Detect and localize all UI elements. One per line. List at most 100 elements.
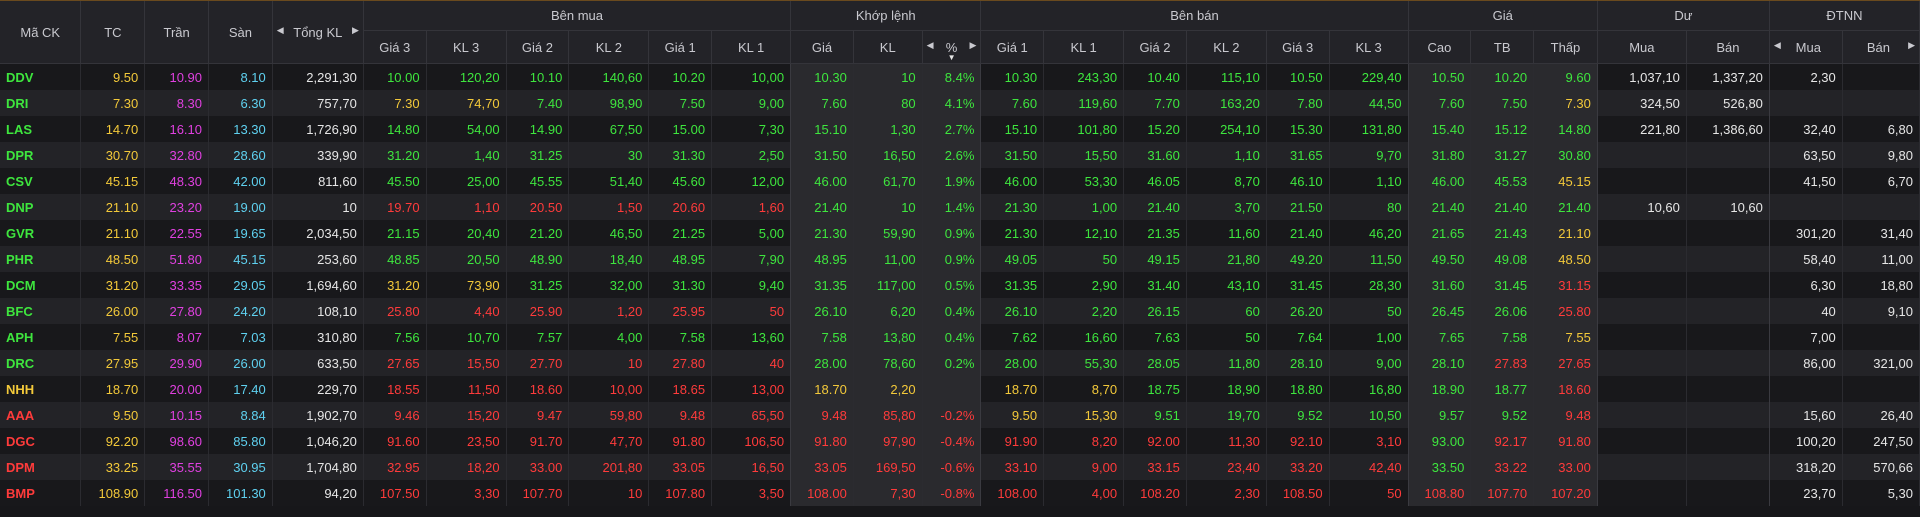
- ceil-price-cell: 33.35: [144, 272, 210, 298]
- col-header-bid-price-1[interactable]: Giá 1: [648, 30, 713, 64]
- ask-volume-cell: 16,80: [1329, 376, 1409, 402]
- col-header-bid-vol-1[interactable]: KL 1: [711, 30, 792, 64]
- ask-price-cell: 33.15: [1123, 454, 1187, 480]
- symbol-cell[interactable]: DCM: [0, 272, 82, 298]
- bid-volume-cell: 120,20: [426, 63, 507, 90]
- table-row[interactable]: GVR 21.10 22.55 19.65 2,034,50 21.15 20,40 21.2…: [0, 220, 1920, 246]
- match-change-pct-cell: -0.2%: [922, 402, 982, 428]
- table-row[interactable]: PHR 48.50 51.80 45.15 253,60 48.85 20,50 48.90 1…: [0, 246, 1920, 272]
- low-price-cell: 107.20: [1533, 480, 1598, 506]
- symbol-cell[interactable]: AAA: [0, 402, 82, 428]
- col-header-low[interactable]: Thấp: [1533, 30, 1598, 64]
- high-price-cell: 21.40: [1408, 194, 1472, 220]
- col-header-match-pct[interactable]: ◀ % ▼ ▶: [922, 30, 982, 64]
- symbol-cell[interactable]: PHR: [0, 246, 82, 272]
- bid-volume-cell: 9,00: [711, 90, 792, 116]
- symbol-cell[interactable]: DNP: [0, 194, 82, 220]
- col-header-ref[interactable]: TC: [80, 1, 146, 64]
- toggle-right-icon[interactable]: ▶: [969, 39, 977, 50]
- col-header-ask-vol-2[interactable]: KL 2: [1186, 30, 1267, 64]
- match-volume-cell: 7,30: [853, 480, 923, 506]
- col-header-remain-buy[interactable]: Mua: [1597, 30, 1687, 64]
- ask-volume-cell: 16,60: [1043, 324, 1125, 350]
- symbol-cell[interactable]: CSV: [0, 168, 82, 194]
- symbol-cell[interactable]: NHH: [0, 376, 82, 402]
- high-price-cell: 15.40: [1408, 116, 1472, 142]
- foreign-right-icon[interactable]: ▶: [1908, 39, 1915, 50]
- col-header-bid-price-3[interactable]: Giá 3: [363, 30, 427, 64]
- symbol-cell[interactable]: DPM: [0, 454, 82, 480]
- table-row[interactable]: DCM 31.20 33.35 29.05 1,694,60 31.20 73,90 31.2…: [0, 272, 1920, 298]
- table-row[interactable]: LAS 14.70 16.10 13.30 1,726,90 14.80 54,00 14.9…: [0, 116, 1920, 142]
- avg-price-cell: 45.53: [1470, 168, 1535, 194]
- ask-price-cell: 10.30: [980, 63, 1045, 90]
- symbol-cell[interactable]: LAS: [0, 116, 82, 142]
- col-header-remain-sell[interactable]: Bán: [1686, 30, 1770, 64]
- col-header-total-volume[interactable]: ◀ Tổng KL ▶: [272, 1, 364, 64]
- ask-price-cell: 46.10: [1266, 168, 1330, 194]
- total-volume-cell: 1,726,90: [272, 116, 364, 142]
- table-row[interactable]: DPM 33.25 35.55 30.95 1,704,80 32.95 18,20 33.0…: [0, 454, 1920, 480]
- col-header-foreign-sell[interactable]: Bán ▶: [1842, 30, 1920, 64]
- col-header-match-vol[interactable]: KL: [853, 30, 923, 64]
- bid-volume-cell: 10: [568, 350, 650, 376]
- col-header-ask-vol-3[interactable]: KL 3: [1329, 30, 1409, 64]
- table-row[interactable]: BMP 108.90 116.50 101.30 94,20 107.50 3,30 107.…: [0, 480, 1920, 506]
- col-header-avg[interactable]: TB: [1470, 30, 1535, 64]
- table-row[interactable]: AAA 9.50 10.15 8.84 1,902,70 9.46 15,20 9.47 59,…: [0, 402, 1920, 428]
- ask-price-cell: 33.10: [980, 454, 1045, 480]
- symbol-cell[interactable]: DPR: [0, 142, 82, 168]
- col-header-high[interactable]: Cao: [1408, 30, 1472, 64]
- table-row[interactable]: APH 7.55 8.07 7.03 310,80 7.56 10,70 7.57 4,00 7.…: [0, 324, 1920, 350]
- table-row[interactable]: DPR 30.70 32.80 28.60 339,90 31.20 1,40 31.25 30…: [0, 142, 1920, 168]
- table-row[interactable]: DDV 9.50 10.90 8.10 2,291,30 10.00 120,20 10.10…: [0, 63, 1920, 90]
- col-header-match-price[interactable]: Giá: [790, 30, 854, 64]
- symbol-cell[interactable]: DGC: [0, 428, 82, 454]
- remain-sell-cell: [1686, 168, 1770, 194]
- col-header-ask-vol-1[interactable]: KL 1: [1043, 30, 1125, 64]
- total-volume-cell: 108,10: [272, 298, 364, 324]
- symbol-cell[interactable]: DRI: [0, 90, 82, 116]
- symbol-cell[interactable]: DRC: [0, 350, 82, 376]
- scroll-right-icon[interactable]: ▶: [351, 24, 359, 35]
- bid-price-cell: 31.20: [363, 142, 427, 168]
- col-header-ask-price-2[interactable]: Giá 2: [1123, 30, 1187, 64]
- col-header-foreign-buy-label: Mua: [1795, 39, 1821, 55]
- foreign-left-icon[interactable]: ◀: [1773, 39, 1781, 50]
- ask-volume-cell: 80: [1329, 194, 1409, 220]
- symbol-cell[interactable]: GVR: [0, 220, 82, 246]
- low-price-cell: 18.60: [1533, 376, 1598, 402]
- match-change-pct-cell: -0.8%: [922, 480, 982, 506]
- high-price-cell: 9.57: [1408, 402, 1472, 428]
- col-header-floor[interactable]: Sàn: [208, 1, 273, 64]
- table-row[interactable]: DRI 7.30 8.30 6.30 757,70 7.30 74,70 7.40 98,90 7…: [0, 90, 1920, 116]
- table-row[interactable]: NHH 18.70 20.00 17.40 229,70 18.55 11,50 18.60 1…: [0, 376, 1920, 402]
- table-row[interactable]: BFC 26.00 27.80 24.20 108,10 25.80 4,40 25.90 1,…: [0, 298, 1920, 324]
- col-header-foreign-buy[interactable]: ◀ Mua: [1769, 30, 1843, 64]
- col-header-bid-vol-2[interactable]: KL 2: [568, 30, 650, 64]
- symbol-cell[interactable]: BMP: [0, 480, 82, 506]
- table-row[interactable]: DGC 92.20 98.60 85.80 1,046,20 91.60 23,50 91.7…: [0, 428, 1920, 454]
- ask-volume-cell: 21,80: [1186, 246, 1267, 272]
- ceil-price-cell: 20.00: [144, 376, 210, 402]
- table-row[interactable]: CSV 45.15 48.30 42.00 811,60 45.50 25,00 45.55 5…: [0, 168, 1920, 194]
- floor-price-cell: 6.30: [208, 90, 273, 116]
- col-header-symbol[interactable]: Mã CK: [0, 1, 82, 64]
- scroll-left-icon[interactable]: ◀: [276, 24, 284, 35]
- ask-volume-cell: 9,70: [1329, 142, 1409, 168]
- high-price-cell: 108.80: [1408, 480, 1472, 506]
- bid-price-cell: 31.20: [363, 272, 427, 298]
- symbol-cell[interactable]: BFC: [0, 298, 82, 324]
- col-header-bid-price-2[interactable]: Giá 2: [506, 30, 570, 64]
- bid-price-cell: 31.30: [648, 142, 713, 168]
- col-header-bid-vol-3[interactable]: KL 3: [426, 30, 507, 64]
- symbol-cell[interactable]: DDV: [0, 63, 82, 90]
- toggle-left-icon[interactable]: ◀: [926, 39, 934, 50]
- col-header-ask-price-3[interactable]: Giá 3: [1266, 30, 1330, 64]
- col-header-ask-price-1[interactable]: Giá 1: [980, 30, 1045, 64]
- symbol-cell[interactable]: APH: [0, 324, 82, 350]
- col-header-ceil[interactable]: Trần: [144, 1, 210, 64]
- remain-buy-cell: 10,60: [1597, 194, 1687, 220]
- table-row[interactable]: DNP 21.10 23.20 19.00 10 19.70 1,10 20.50 1,50 20…: [0, 194, 1920, 220]
- table-row[interactable]: DRC 27.95 29.90 26.00 633,50 27.65 15,50 27.70 1…: [0, 350, 1920, 376]
